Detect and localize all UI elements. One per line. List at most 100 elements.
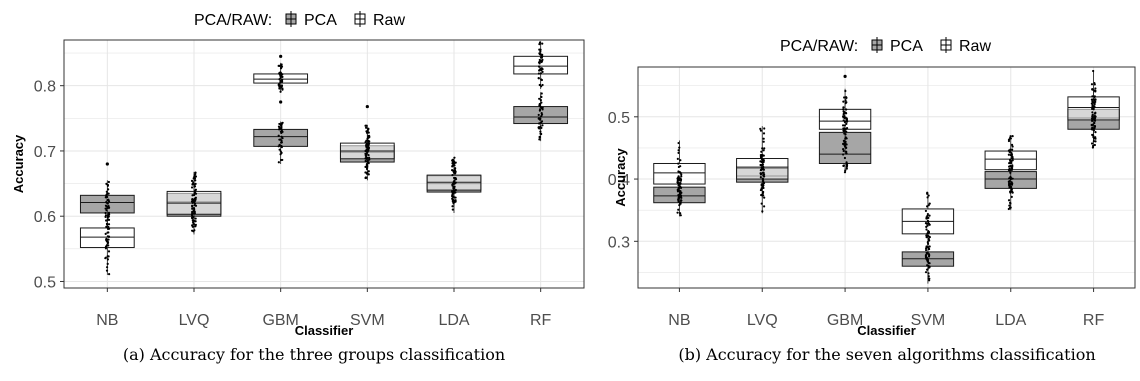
data-point xyxy=(193,229,196,232)
data-point xyxy=(763,127,766,130)
data-point xyxy=(105,225,108,228)
data-point xyxy=(926,196,929,199)
legend-title: PCA/RAW: xyxy=(194,12,272,29)
data-point xyxy=(278,148,281,151)
data-point xyxy=(843,96,846,99)
data-point xyxy=(679,159,682,162)
data-point xyxy=(538,127,541,130)
data-point xyxy=(365,139,368,142)
box-body xyxy=(513,55,569,75)
data-point xyxy=(191,225,194,228)
data-point xyxy=(277,134,280,137)
data-point xyxy=(451,205,454,208)
caption-a: (a) Accuracy for the three groups classi… xyxy=(123,345,505,364)
data-point xyxy=(193,192,196,195)
data-point xyxy=(676,211,679,214)
data-point xyxy=(1091,88,1094,91)
data-point xyxy=(104,256,107,259)
data-point xyxy=(106,184,109,187)
data-point xyxy=(925,245,928,248)
data-point xyxy=(451,165,454,168)
x-tick-label: LVQ xyxy=(179,312,210,329)
data-point xyxy=(450,190,454,193)
data-point xyxy=(842,127,845,130)
data-point xyxy=(1009,135,1012,138)
data-point xyxy=(1092,135,1095,139)
data-point xyxy=(191,207,194,210)
data-point xyxy=(280,122,283,126)
data-point xyxy=(926,264,929,267)
data-point xyxy=(194,217,197,220)
data-point xyxy=(1094,87,1097,90)
data-point xyxy=(680,199,683,202)
data-point xyxy=(762,179,765,182)
data-point xyxy=(843,143,846,146)
data-point xyxy=(1010,185,1013,189)
data-point xyxy=(760,202,763,205)
data-point xyxy=(842,100,845,103)
data-point xyxy=(280,84,284,87)
data-point xyxy=(1091,114,1094,117)
data-point xyxy=(367,173,370,176)
data-point xyxy=(1007,182,1011,185)
data-point xyxy=(927,246,930,249)
y-tick-label: 0.4 xyxy=(608,172,630,189)
data-point xyxy=(538,83,541,87)
data-point xyxy=(368,158,371,161)
data-point xyxy=(540,85,543,88)
data-point xyxy=(762,132,766,135)
box-body xyxy=(79,227,135,249)
data-point xyxy=(539,130,542,133)
data-point xyxy=(105,219,108,222)
data-point xyxy=(540,60,543,64)
data-point xyxy=(278,87,281,90)
data-point xyxy=(279,150,282,153)
data-point xyxy=(451,173,454,177)
data-point xyxy=(843,120,846,124)
data-point xyxy=(278,122,281,126)
data-point xyxy=(761,186,764,189)
data-point xyxy=(677,175,680,178)
data-point xyxy=(365,145,368,148)
data-point xyxy=(1010,143,1014,146)
data-point xyxy=(1093,96,1096,99)
panel-border xyxy=(63,39,585,289)
data-point xyxy=(1093,117,1096,120)
data-point xyxy=(367,162,370,165)
data-point xyxy=(680,175,683,178)
data-point xyxy=(538,69,541,72)
data-point xyxy=(367,153,370,157)
data-point xyxy=(927,261,930,265)
data-point xyxy=(1008,150,1011,153)
data-point xyxy=(927,204,930,207)
data-point xyxy=(365,142,369,145)
data-point xyxy=(193,210,196,213)
data-point xyxy=(763,175,766,178)
data-point xyxy=(679,214,682,217)
data-point xyxy=(452,176,456,180)
data-point xyxy=(845,167,848,170)
data-point xyxy=(540,67,543,70)
data-point xyxy=(192,216,195,219)
y-tick-label: 0.3 xyxy=(608,234,630,251)
legend-label-raw: Raw xyxy=(959,38,991,55)
box-raw-nb xyxy=(653,140,706,204)
data-point xyxy=(926,205,929,208)
data-point xyxy=(537,113,540,117)
data-point xyxy=(105,269,109,272)
data-point xyxy=(107,255,110,258)
data-point xyxy=(367,156,371,159)
data-point xyxy=(1011,155,1014,159)
legend-key-pca xyxy=(871,37,883,53)
data-point xyxy=(844,137,847,140)
data-point xyxy=(279,158,283,162)
data-point xyxy=(451,193,454,197)
data-point xyxy=(280,63,283,66)
data-point xyxy=(677,199,680,202)
data-point xyxy=(926,259,930,263)
data-point xyxy=(106,242,109,245)
data-point xyxy=(1008,204,1011,207)
data-point xyxy=(194,196,197,199)
data-point xyxy=(928,266,931,269)
data-point xyxy=(105,200,108,204)
